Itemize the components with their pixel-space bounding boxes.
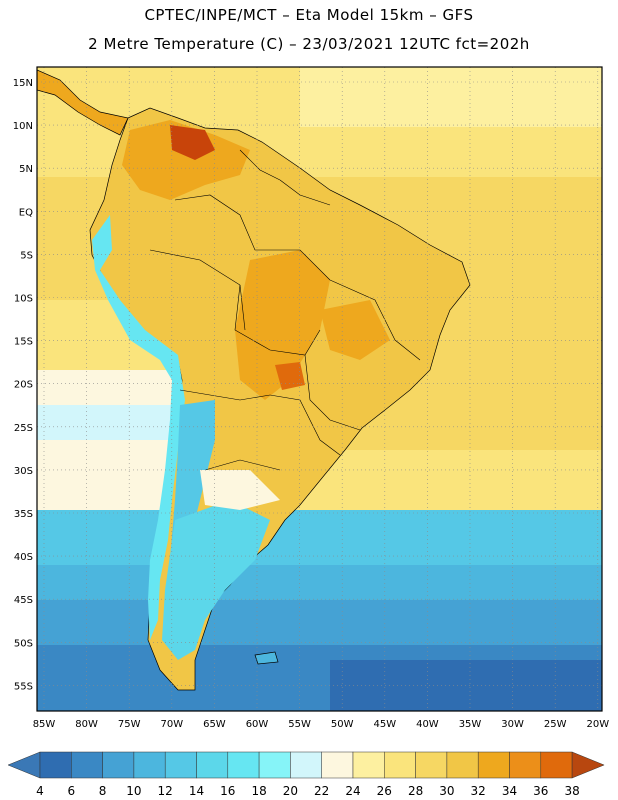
lon-label: 80W xyxy=(75,719,98,730)
colorbar-labels: 4 6 8 10 12 14 16 18 20 22 24 26 28 30 32 34 36 38 xyxy=(36,784,580,798)
hottest-zone-venezuela xyxy=(170,125,215,160)
hot-zone-north xyxy=(122,120,250,200)
colorbar: 4 6 8 10 12 14 16 18 20 22 24 26 28 30 32 34 36 38 xyxy=(7,751,605,798)
lon-label: 50W xyxy=(331,719,354,730)
colorbar-swatch xyxy=(446,751,479,779)
colorbar-label: 12 xyxy=(158,784,173,798)
ocean-pacific-cold-band xyxy=(37,405,177,440)
lat-label: 25S xyxy=(14,423,33,434)
lon-label: 60W xyxy=(246,719,269,730)
lon-label: 35W xyxy=(459,719,482,730)
country-borders xyxy=(149,149,421,471)
central-america xyxy=(37,69,129,136)
colorbar-swatch xyxy=(415,751,448,779)
colorbar-label: 4 xyxy=(36,784,44,798)
colorbar-label: 20 xyxy=(283,784,298,798)
lat-label: 5N xyxy=(19,164,33,175)
lat-label: 15S xyxy=(14,337,33,348)
longitude-labels: 85W 80W 75W 70W 65W 60W 55W 50W 45W 40W 35W 30W 25W 2… xyxy=(33,719,610,730)
colorbar-swatch xyxy=(509,751,542,779)
lon-label: 85W xyxy=(33,719,56,730)
lon-label: 20W xyxy=(586,719,609,730)
lat-label: 55S xyxy=(14,681,33,692)
hot-zone-interior xyxy=(235,250,330,400)
lon-label: 30W xyxy=(501,719,524,730)
colorbar-label: 10 xyxy=(126,784,141,798)
map-field xyxy=(37,67,602,711)
colorbar-swatch xyxy=(164,751,197,779)
colorbar-label: 8 xyxy=(99,784,107,798)
lat-label: 50S xyxy=(14,638,33,649)
colorbar-swatch xyxy=(540,751,573,779)
colorbar-swatch xyxy=(477,751,510,779)
lon-label: 75W xyxy=(118,719,141,730)
hot-zone-brazil xyxy=(320,300,390,360)
colorbar-label: 36 xyxy=(533,784,548,798)
lat-label: 45S xyxy=(14,595,33,606)
colorbar-swatch xyxy=(196,751,229,779)
falkland-islands xyxy=(254,651,279,665)
colorbar-label: 14 xyxy=(189,784,204,798)
colorbar-swatch xyxy=(227,751,260,779)
colorbar-label: 30 xyxy=(439,784,454,798)
colorbar-label: 26 xyxy=(377,784,392,798)
lon-label: 25W xyxy=(544,719,567,730)
lat-label: 35S xyxy=(14,509,33,520)
latitude-labels: 15N 10N 5N EQ 5S 10S 15S 20S 25S 30S 35S 40S 45S 50S 5… xyxy=(13,78,33,692)
colorbar-swatch xyxy=(71,751,103,779)
lat-label: EQ xyxy=(19,207,33,218)
map-frame xyxy=(36,66,603,712)
lat-label: 30S xyxy=(14,466,33,477)
colorbar-label: 32 xyxy=(471,784,486,798)
lon-label: 70W xyxy=(160,719,183,730)
colorbar-label: 6 xyxy=(67,784,75,798)
ocean-pacific-mid-band xyxy=(37,440,177,515)
hot-spot-paraguay xyxy=(275,362,305,390)
temperature-map: 15N 10N 5N EQ 5S 10S 15S 20S 25S 30S 35S 40S 45S 50S 5… xyxy=(13,66,610,730)
cold-andes-strip xyxy=(92,215,185,640)
colorbar-label: 22 xyxy=(314,784,329,798)
lat-label: 5S xyxy=(20,250,33,261)
colorbar-swatch xyxy=(39,751,72,779)
colorbar-label: 38 xyxy=(564,784,579,798)
colorbar-high-arrow xyxy=(571,751,605,779)
lat-lon-grid xyxy=(37,67,602,711)
ocean-northeast-band xyxy=(300,67,602,127)
ocean-south-band3 xyxy=(37,600,602,650)
lon-label: 55W xyxy=(288,719,311,730)
ocean-south-band2 xyxy=(37,565,602,605)
ocean-south-band1 xyxy=(37,510,602,570)
header-title-line1: CPTEC/INPE/MCT – Eta Model 15km – GFS xyxy=(144,6,474,24)
colorbar-label: 24 xyxy=(345,784,360,798)
colorbar-swatch xyxy=(258,751,291,779)
colorbar-swatch xyxy=(321,751,354,779)
colorbar-label: 18 xyxy=(251,784,266,798)
colorbar-label: 16 xyxy=(220,784,235,798)
colorbar-low-arrow xyxy=(7,751,41,779)
colorbar-swatch xyxy=(290,751,322,779)
ocean-pacific-cool-band xyxy=(37,370,187,410)
colorbar-label: 28 xyxy=(408,784,423,798)
colorbar-swatches xyxy=(7,751,605,779)
lat-label: 10S xyxy=(14,294,33,305)
colorbar-swatch xyxy=(102,751,135,779)
lon-label: 45W xyxy=(373,719,396,730)
lat-label: 20S xyxy=(14,380,33,391)
colorbar-swatch xyxy=(352,751,385,779)
lat-label: 10N xyxy=(13,121,33,132)
lat-label: 15N xyxy=(13,78,33,89)
colorbar-swatch xyxy=(133,751,166,779)
lat-label: 40S xyxy=(14,552,33,563)
patagonia-cool xyxy=(162,500,270,660)
colorbar-label: 34 xyxy=(502,784,517,798)
colorbar-swatch xyxy=(384,751,416,779)
lon-label: 40W xyxy=(416,719,439,730)
header-title-line2: 2 Metre Temperature (C) – 23/03/2021 12U… xyxy=(88,35,530,53)
pampas-mild xyxy=(200,470,280,510)
lon-label: 65W xyxy=(203,719,226,730)
